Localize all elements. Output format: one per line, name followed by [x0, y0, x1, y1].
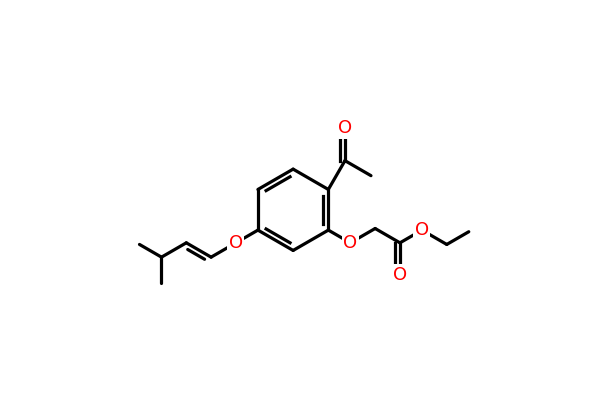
Text: O: O — [229, 234, 243, 252]
Text: O: O — [415, 221, 429, 239]
Text: O: O — [343, 234, 358, 252]
Text: O: O — [338, 119, 352, 137]
Text: O: O — [393, 266, 407, 284]
